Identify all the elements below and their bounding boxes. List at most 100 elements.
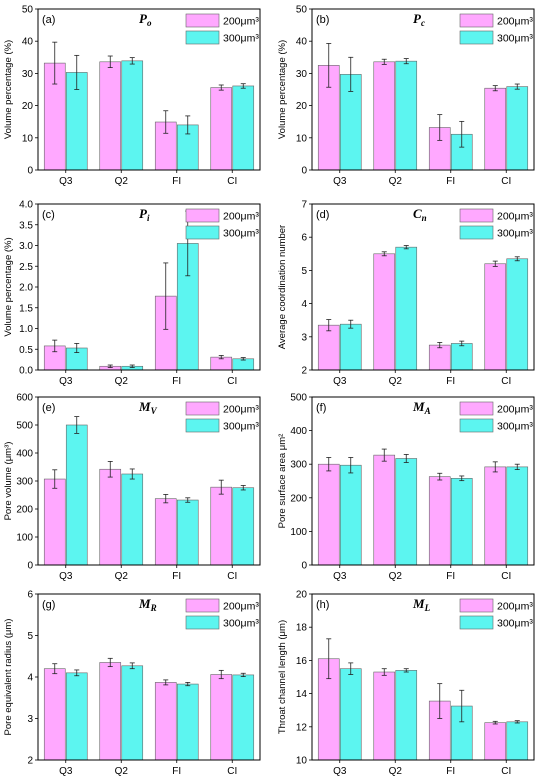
x-tick-label: FI <box>172 766 181 777</box>
y-tick-label: 2.0 <box>19 283 33 294</box>
y-tick-label: 30 <box>22 69 34 80</box>
bar-q3-series-2 <box>65 424 88 566</box>
bar-ci-series-1 <box>484 722 507 761</box>
bar-ci-series-1 <box>484 263 507 371</box>
x-tick-label: FI <box>446 176 455 187</box>
bar-ci-series-1 <box>210 486 233 566</box>
bar-q2-series-1 <box>373 454 396 566</box>
legend-swatch-series-2 <box>185 30 220 45</box>
panel-label: (e) <box>42 402 55 414</box>
bar-q2-series-2 <box>121 473 144 566</box>
y-tick-label: 10 <box>22 133 34 144</box>
x-tick-label: Q2 <box>389 571 403 582</box>
y-tick-label: 3 <box>301 332 307 343</box>
legend-label-series-1: 200μm³ <box>223 16 259 28</box>
bar-ci-series-1 <box>210 87 233 171</box>
legend-label-series-1: 200μm³ <box>497 16 533 28</box>
bar-q3-series-2 <box>65 672 88 761</box>
legend-swatch-series-2 <box>459 225 494 240</box>
y-tick-label: 7 <box>301 200 307 211</box>
y-tick-label: 400 <box>290 426 307 437</box>
x-tick-label: Q2 <box>115 571 129 582</box>
x-tick-label: Q3 <box>59 571 73 582</box>
plot-frame <box>37 8 261 171</box>
y-axis-label: Pore volume (μm³) <box>3 442 14 521</box>
legend-swatch-series-2 <box>185 225 220 240</box>
y-tick-label: 4 <box>301 299 307 310</box>
y-tick-label: 0 <box>27 166 33 177</box>
bar-q3-series-1 <box>317 324 340 371</box>
x-tick-label: FI <box>172 571 181 582</box>
legend-swatch-series-1 <box>185 598 220 613</box>
y-tick-label: 0 <box>301 561 307 572</box>
x-tick-label: CI <box>501 766 511 777</box>
y-tick-label: 1.5 <box>19 303 33 314</box>
legend-label-series-1: 200μm³ <box>223 601 259 613</box>
legend-label-series-2: 300μm³ <box>497 421 533 433</box>
legend-label-series-2: 300μm³ <box>223 228 259 240</box>
legend-label-series-2: 300μm³ <box>497 618 533 630</box>
y-tick-label: 6 <box>27 590 33 601</box>
y-tick-label: 0 <box>301 166 307 177</box>
y-tick-label: 100 <box>290 527 307 538</box>
x-tick-label: FI <box>446 571 455 582</box>
legend-swatch-series-1 <box>459 13 494 28</box>
bar-ci-series-2 <box>506 258 529 371</box>
x-tick-label: CI <box>501 176 511 187</box>
bar-ci-series-2 <box>232 674 255 761</box>
legend-swatch-series-1 <box>459 208 494 223</box>
x-tick-label: Q3 <box>59 376 73 387</box>
legend-swatch-series-2 <box>185 418 220 433</box>
panel-label: (g) <box>42 599 55 611</box>
bar-q3-series-2 <box>339 464 362 566</box>
x-tick-label: FI <box>172 176 181 187</box>
bar-fi-series-1 <box>428 476 451 566</box>
bar-q2-series-2 <box>121 60 144 171</box>
y-tick-label: 2.5 <box>19 262 33 273</box>
legend-label-series-1: 200μm³ <box>497 404 533 416</box>
bar-q2-series-2 <box>395 246 418 371</box>
bar-fi-series-2 <box>450 343 473 371</box>
bar-q3-series-1 <box>43 478 66 566</box>
plot-frame <box>37 396 261 566</box>
bar-q2-series-1 <box>99 662 122 761</box>
x-tick-label: Q2 <box>389 376 403 387</box>
y-tick-label: 40 <box>296 37 308 48</box>
y-tick-label: 5 <box>27 631 33 642</box>
y-tick-label: 0 <box>27 561 33 572</box>
y-tick-label: 20 <box>22 101 34 112</box>
y-tick-label: 100 <box>16 533 33 544</box>
x-tick-label: CI <box>501 571 511 582</box>
panel-label: (a) <box>42 14 55 26</box>
panel-title: Pi <box>139 206 150 223</box>
bar-fi-series-1 <box>154 682 177 761</box>
legend-label-series-2: 300μm³ <box>223 33 259 45</box>
y-tick-label: 0.5 <box>19 345 33 356</box>
chart-panel-8: Q3 Q2 FI CI 10 12 14 16 18 20 Throat channel lengt… <box>277 590 535 777</box>
bar-fi-series-1 <box>154 498 177 566</box>
y-tick-label: 6 <box>301 233 307 244</box>
bar-q2-series-1 <box>373 253 396 371</box>
bar-q3-series-1 <box>43 668 66 761</box>
y-axis-label: Volume percentage (%) <box>277 40 288 139</box>
y-axis-label: Volume percentage (%) <box>3 40 14 139</box>
y-tick-label: 50 <box>296 5 308 16</box>
legend-swatch-series-1 <box>185 208 220 223</box>
legend-swatch-series-2 <box>459 418 494 433</box>
y-tick-label: 600 <box>16 393 33 404</box>
bar-q2-series-2 <box>395 458 418 566</box>
panel-title: MV <box>138 399 158 416</box>
legend-label-series-2: 300μm³ <box>223 618 259 630</box>
bar-ci-series-1 <box>210 674 233 761</box>
plot-frame <box>311 396 535 566</box>
legend-swatch-series-1 <box>185 401 220 416</box>
legend-label-series-2: 300μm³ <box>497 33 533 45</box>
y-tick-label: 300 <box>16 477 33 488</box>
y-tick-label: 30 <box>296 69 308 80</box>
x-tick-label: FI <box>446 766 455 777</box>
legend-label-series-2: 300μm³ <box>223 421 259 433</box>
panel-label: (c) <box>42 209 55 221</box>
y-tick-label: 300 <box>290 460 307 471</box>
plot-frame <box>311 593 535 761</box>
panel-label: (f) <box>316 402 326 414</box>
